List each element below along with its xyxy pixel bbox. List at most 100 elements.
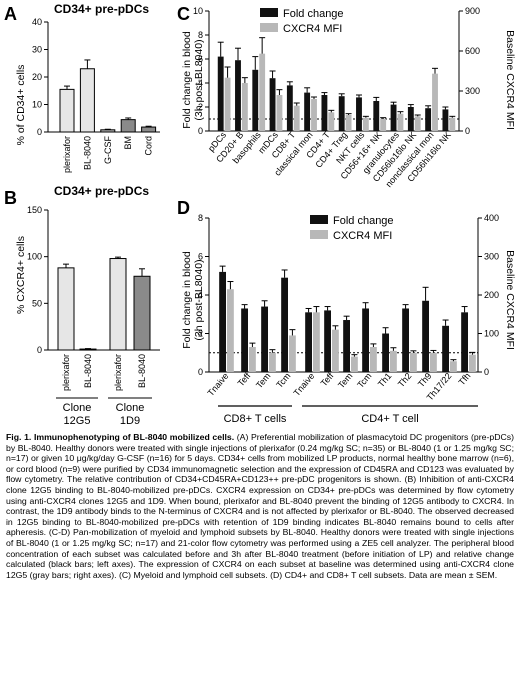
panel-d-right-tick-label: 100 [484, 329, 499, 339]
panel-d-fold-change-bar [219, 271, 226, 372]
panel-c-fold-change-bar [373, 101, 380, 131]
panel-d-letter: D [177, 198, 190, 218]
panel-d-cxcr4-mfi-bar [351, 356, 358, 372]
panel-d-group-label: CD4+ T cell [361, 413, 418, 425]
panel-c-fold-change-bar [442, 109, 449, 131]
panel-d-fold-change-bar [442, 325, 449, 372]
panel-d-category-label: Tem [336, 371, 355, 390]
panel-c-cxcr4-mfi-bar [380, 119, 387, 131]
panel-d-category-label: Tnaive [206, 371, 231, 398]
panel-d-legend-label: Fold change [333, 215, 394, 227]
panel-c-right-tick-label: 0 [465, 126, 470, 136]
panel-d-category-label: Tcm [355, 371, 373, 390]
panel-b-y-tick-label: 50 [32, 298, 42, 308]
panel-c-cxcr4-mfi-bar [259, 53, 266, 131]
panel-d-legend-swatch-fold-change [310, 215, 328, 224]
panel-d-category-label: Tnaive [292, 371, 317, 398]
panel-a-bar [141, 126, 157, 133]
panel-d-fold-change-bar [362, 308, 369, 372]
figure-caption: Fig. 1. Immunophenotyping of BL-8040 mob… [6, 432, 514, 672]
panel-b-clone-label: Clone [116, 402, 145, 414]
panel-d-right-tick-label: 300 [484, 252, 499, 262]
panel-d-category-label: Th2 [396, 371, 414, 389]
panel-a-bar [79, 68, 95, 133]
panel-c-fold-change-bar [390, 104, 397, 131]
panel-d-cxcr4-mfi-bar [450, 361, 457, 372]
panel-b-clone-id: 12G5 [64, 415, 91, 427]
panel-b-category-label: plerixafor [113, 354, 123, 391]
panel-a-bar [59, 88, 75, 133]
panel-c-fold-change-bar [286, 85, 293, 131]
caption-text: (A) Preferential mobilization of plasmac… [6, 432, 514, 580]
panel-a-category-label: Cord [144, 136, 154, 156]
panel-a-y-tick-label: 40 [32, 17, 42, 27]
panel-c-cxcr4-mfi-bar [362, 117, 369, 131]
panel-a-category-label: G-CSF [103, 136, 113, 165]
panel-d-cxcr4-mfi-bar [410, 352, 417, 372]
panel-b-clone-id: 1D9 [120, 415, 140, 427]
panel-d-cxcr4-mfi-bar [249, 346, 256, 372]
panel-c-legend-label: CXCR4 MFI [283, 23, 342, 35]
panel-d-fold-change-bar [305, 312, 312, 372]
panel-d-fold-change-bar [461, 312, 468, 372]
panel-d-left-tick-label: 8 [198, 213, 203, 223]
panel-b-category-label: plerixafor [61, 354, 71, 391]
panel-d-left-tick-label: 6 [198, 252, 203, 262]
panel-c-cxcr4-mfi-bar [276, 95, 283, 131]
panel-a-ylabel: % of CD34+ cells [15, 65, 27, 146]
panel-c-fold-change-bar [407, 107, 414, 131]
panel-d-group-label: CD8+ T cells [224, 413, 287, 425]
panel-a-category-label: BM [123, 136, 133, 150]
panel-d-cxcr4-mfi-bar [269, 352, 276, 372]
panel-d-cxcr4-mfi-bar [390, 350, 397, 372]
panel-a-bar [100, 129, 116, 133]
panel-d-ylabel-2: (3h post-BL8040) [193, 259, 205, 340]
panel-d-category-label: Teff [236, 370, 253, 388]
panel-c-fold-change-bar [338, 96, 345, 131]
panel-d-ylabel-right: Baseline CXCR4 MFI [504, 250, 516, 350]
panel-c-legend-label: Fold change [283, 8, 344, 20]
panel-c-right-tick-label: 300 [465, 86, 480, 96]
panel-c-left-tick-label: 0 [198, 126, 203, 136]
panel-c-left-tick-label: 2 [198, 102, 203, 112]
panel-b-clone-label: Clone [63, 402, 92, 414]
panel-c-cxcr4-mfi-bar [224, 77, 231, 131]
panel-c-left-tick-label: 6 [198, 54, 203, 64]
panel-d-fold-change-bar [343, 320, 350, 372]
panel-d-legend-label: CXCR4 MFI [333, 230, 392, 242]
panel-a-letter: A [4, 4, 17, 24]
panel-d-category-label: Th9 [416, 371, 434, 389]
panel-c-left-tick-label: 10 [193, 6, 203, 16]
panel-c-ylabel-1: Fold change in blood [181, 31, 193, 129]
panel-d-cxcr4-mfi-bar [332, 329, 339, 372]
panel-b-y-tick-label: 150 [27, 205, 42, 215]
panel-d-cxcr4-mfi-bar [289, 335, 296, 372]
panel-c-legend-swatch-fold-change [260, 8, 278, 17]
panel-c-right-tick-label: 900 [465, 6, 480, 16]
panel-a-y-tick-label: 0 [37, 127, 42, 137]
panel-d-fold-change-bar [402, 308, 409, 372]
panel-d-fold-change-bar [241, 308, 248, 372]
panel-d-category-label: Tcm [274, 371, 292, 390]
panel-c-fold-change-bar [269, 78, 276, 131]
panel-b-bar [79, 348, 97, 351]
panel-d-fold-change-bar [382, 333, 389, 372]
panel-c-fold-change-bar [217, 56, 224, 131]
panel-c-fold-change-bar [321, 95, 328, 131]
panel-c-legend-swatch-cxcr4-mfi [260, 23, 278, 32]
figure-canvas: A CD34+ pre-pDCs % of CD34+ cells B CD34… [4, 2, 516, 427]
panel-d-legend-swatch-cxcr4-mfi [310, 230, 328, 239]
panel-b-letter: B [4, 188, 17, 208]
panel-c-letter: C [177, 4, 190, 24]
panel-c-fold-change-bar [235, 60, 241, 132]
panel-d-left-tick-label: 2 [198, 329, 203, 339]
panel-b-title: CD34+ pre-pDCs [54, 184, 149, 198]
panel-c-cxcr4-mfi-bar [241, 83, 248, 131]
panel-d-cxcr4-mfi-bar [469, 354, 476, 372]
panel-d-category-label: Th1 [376, 371, 394, 389]
panel-c-fold-change-bar [304, 92, 311, 131]
panel-b-y-tick-label: 100 [27, 252, 42, 262]
panel-c-ylabel-right: Baseline CXCR4 MFI [504, 30, 516, 130]
panel-d-cxcr4-mfi-bar [430, 352, 437, 372]
